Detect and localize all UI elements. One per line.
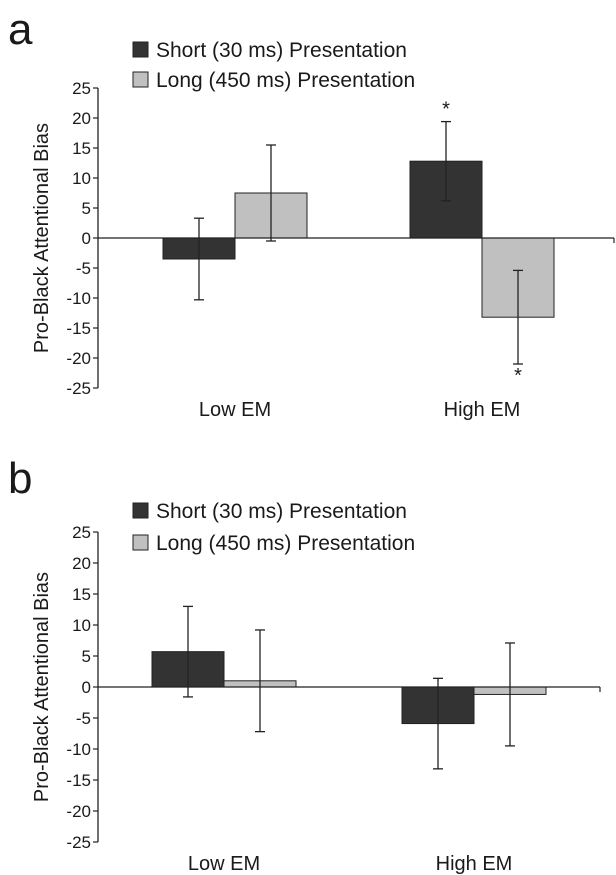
y-tick-label: 25	[72, 79, 91, 98]
y-tick-label: -20	[66, 349, 91, 368]
y-tick-label: 20	[72, 554, 91, 573]
y-tick-label: 20	[72, 109, 91, 128]
y-tick-label: 5	[82, 199, 91, 218]
x-tick-label: Low EM	[199, 399, 271, 421]
y-tick-label: 5	[82, 647, 91, 666]
y-tick-label: 0	[82, 229, 91, 248]
y-tick-label: 15	[72, 585, 91, 604]
y-tick-label: -10	[66, 289, 91, 308]
x-tick-label: High EM	[436, 853, 513, 875]
y-tick-label: 10	[72, 169, 91, 188]
legend-swatch	[132, 41, 149, 58]
y-tick-label: -25	[66, 379, 91, 398]
legend-swatch	[132, 502, 149, 519]
y-tick-label: -5	[76, 259, 91, 278]
y-axis-label: Pro-Black Attentional Bias	[31, 572, 53, 802]
y-tick-label: -25	[66, 833, 91, 852]
y-tick-label: 15	[72, 139, 91, 158]
x-tick-label: High EM	[444, 399, 521, 421]
y-tick-label: 10	[72, 616, 91, 635]
legend-label: Long (450 ms) Presentation	[156, 69, 415, 92]
legend-label: Short (30 ms) Presentation	[156, 39, 407, 62]
legend-swatch	[132, 534, 149, 551]
y-tick-label: -5	[76, 709, 91, 728]
chart-panel-b: b Short (30 ms) Presentation Long (450 ms)…	[8, 454, 601, 875]
significance-marker: *	[514, 365, 522, 387]
y-axis-label: Pro-Black Attentional Bias	[31, 123, 53, 353]
legend-label: Short (30 ms) Presentation	[156, 500, 407, 523]
y-tick-label: -15	[66, 319, 91, 338]
y-tick-label: 0	[82, 678, 91, 697]
panel-letter: b	[8, 454, 32, 503]
legend-swatch	[132, 71, 149, 88]
legend-label: Long (450 ms) Presentation	[156, 532, 415, 555]
y-tick-label: -20	[66, 802, 91, 821]
x-tick-label: Low EM	[188, 853, 260, 875]
panel-letter: a	[8, 5, 33, 54]
y-tick-label: -15	[66, 771, 91, 790]
significance-marker: *	[442, 99, 450, 121]
chart-panel-a: a Short (30 ms) Presentation Long (450 ms)…	[8, 5, 615, 421]
y-tick-label: -10	[66, 740, 91, 759]
y-tick-label: 25	[72, 523, 91, 542]
